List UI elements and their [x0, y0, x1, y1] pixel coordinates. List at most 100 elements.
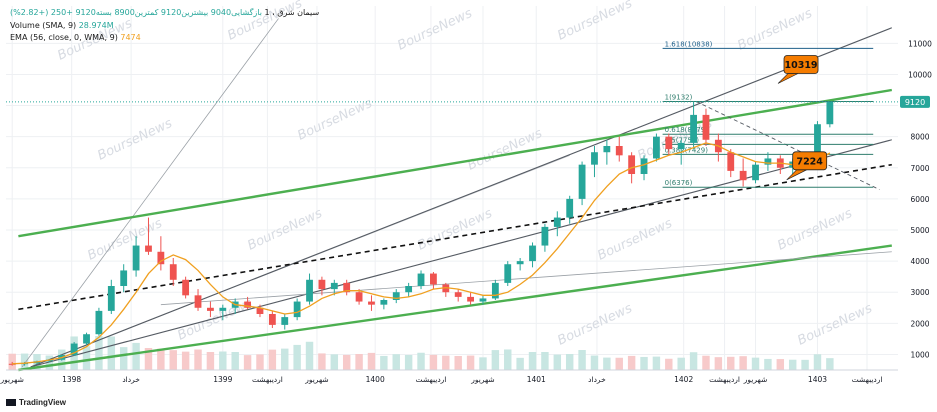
candle-body-15 [194, 295, 202, 308]
ema-line [12, 142, 831, 365]
watermark-16: BourseNews [795, 301, 874, 349]
price-tick-6: 7000 [910, 164, 929, 173]
volume-bar-14 [181, 351, 190, 370]
volume-bar-43 [541, 352, 549, 370]
volume-bar-56 [702, 355, 710, 370]
volume-bar-59 [739, 356, 747, 370]
open-value: بازگشایی9040 [210, 8, 262, 17]
price-tick-10: 11000 [908, 39, 932, 48]
candle-body-48 [603, 146, 611, 153]
volume-bar-28 [355, 354, 363, 370]
price-tick-5: 6000 [910, 195, 929, 204]
volume-bar-32 [404, 355, 413, 370]
candle-body-32 [405, 286, 413, 293]
time-tick-13: شهریور [743, 375, 767, 384]
candle-body-22 [281, 317, 289, 325]
candle-body-46 [578, 164, 586, 199]
candle-body-28 [355, 292, 363, 302]
candle-body-25 [318, 279, 326, 290]
volume-bar-6 [82, 346, 91, 370]
volume-bar-20 [256, 354, 264, 370]
candle-body-21 [268, 314, 276, 325]
volume-bar-16 [206, 352, 215, 370]
volume-bar-41 [516, 357, 524, 370]
volume-bar-34 [429, 354, 438, 370]
last-price-tag [900, 95, 930, 108]
time-tick-11: 1402 [674, 375, 693, 384]
price-axis[interactable]: 1000 2000 3000 4000 5000 6000 7000 8000 10000 110… [908, 39, 932, 359]
dashed-trend-line [18, 163, 892, 311]
ohlc-legend: سیمان شرق ، 1 بازگشایی9040 بیشترین9120 ک… [10, 8, 319, 17]
time-tick-3: 1399 [213, 375, 232, 384]
volume-legend[interactable]: Volume (SMA, 9) 28.974M [10, 21, 114, 30]
candle-body-54 [677, 142, 685, 150]
candle-body-29 [368, 301, 375, 305]
volume-bar-25 [318, 353, 326, 370]
volume-bar-40 [504, 349, 512, 370]
volume-bar-54 [677, 357, 685, 370]
candle-body-14 [182, 279, 190, 296]
candle-body-33 [417, 273, 425, 286]
volume-bar-39 [491, 350, 500, 370]
price-tick-2: 3000 [910, 288, 929, 297]
watermark-5: BourseNews [95, 116, 174, 164]
fan-line-steep [21, 18, 279, 368]
volume-bar-22 [281, 348, 289, 370]
candle-body-27 [343, 282, 351, 293]
time-tick-2: خرداد [122, 375, 140, 384]
ema-label: EMA (56, close, 0, WMA, 9) [10, 33, 118, 42]
callout-box-1 [792, 151, 828, 171]
volume-bar-60 [751, 357, 760, 370]
price-callouts: 9120 10319 7224 [6, 55, 930, 181]
time-tick-15: اردیبهشت [852, 375, 883, 384]
candle-body-58 [727, 152, 735, 171]
fib-level-label-1: 1(9132) [665, 93, 693, 101]
brand-label: TradingView [19, 398, 66, 407]
retrace-dashed-line [695, 101, 880, 190]
fib-level-label-0: 1.618(10838) [665, 40, 713, 48]
volume-bar-36 [454, 356, 462, 370]
candle-body-0 [8, 363, 16, 365]
candle-body-61 [764, 158, 772, 165]
time-tick-7: اردیبهشت [415, 375, 446, 384]
tradingview-logo[interactable]: TradingView [6, 398, 66, 407]
volume-bar-11 [144, 348, 153, 370]
candle-body-52 [653, 136, 660, 159]
ema-legend[interactable]: EMA (56, close, 0, WMA, 9) 7474 [10, 33, 141, 42]
watermark-15: BourseNews [555, 301, 634, 349]
candle-body-12 [157, 251, 165, 265]
volume-bar-29 [367, 352, 376, 370]
time-axis[interactable]: شهریور 1398 خرداد 1399 اردیبهشت شهریور 1400 ارد… [0, 369, 898, 384]
volume-bar-12 [157, 348, 165, 370]
candle-body-60 [752, 164, 759, 181]
volume-bar-19 [243, 355, 252, 370]
candle-body-34 [430, 273, 437, 285]
ema-value: 7474 [120, 33, 141, 42]
candle-body-55 [690, 114, 697, 143]
tradingview-icon [6, 399, 16, 406]
callout-label-0: 10319 [784, 60, 817, 71]
grid-lines [6, 6, 898, 370]
volume-bar-65 [813, 354, 822, 370]
price-tick-3: 4000 [910, 257, 929, 266]
candle-body-56 [702, 114, 710, 140]
volume-value: 28.974M [78, 21, 114, 30]
time-tick-4: اردیبهشت [252, 375, 283, 384]
candle-body-5 [70, 343, 78, 356]
callout-box-0 [783, 55, 819, 74]
candle-body-36 [454, 292, 462, 297]
volume-bar-50 [627, 355, 636, 370]
volume-bar-18 [231, 352, 239, 370]
volume-bar-26 [330, 354, 339, 370]
last-price-label: 9120 [905, 98, 925, 107]
time-tick-10: خرداد [588, 375, 606, 384]
volume-bar-21 [268, 349, 277, 370]
candle-body-9 [120, 270, 128, 286]
candle-body-35 [442, 284, 450, 293]
volume-bar-3 [45, 355, 54, 370]
volume-bar-64 [801, 359, 809, 370]
candle-body-17 [219, 307, 227, 311]
callout-pointer-0 [777, 73, 799, 84]
candle-body-44 [553, 217, 561, 227]
